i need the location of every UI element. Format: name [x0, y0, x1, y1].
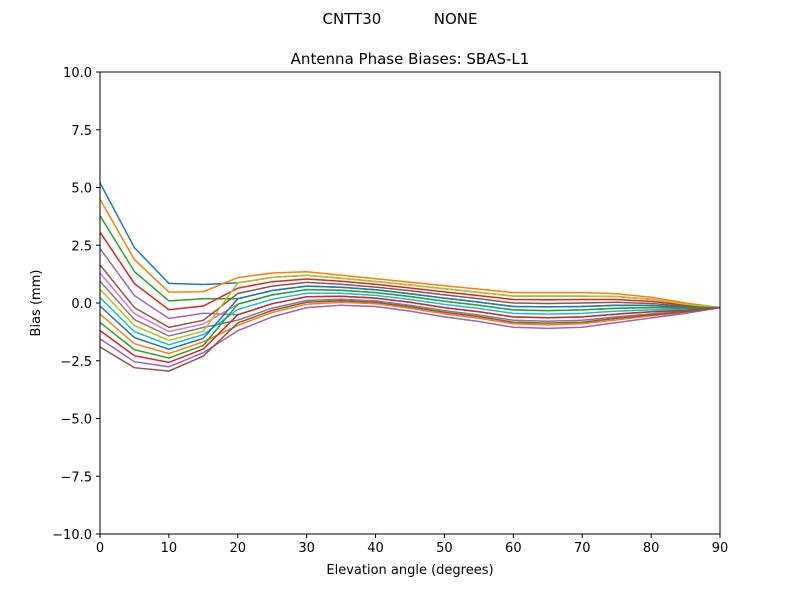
x-tick-label: 60 [505, 541, 522, 556]
x-tick-label: 40 [367, 541, 384, 556]
y-tick-label: −10.0 [52, 528, 92, 543]
series-line-13 [99, 288, 721, 359]
series-line-6 [99, 264, 721, 329]
x-tick-label: 80 [643, 541, 660, 556]
y-tick-label: −5.0 [60, 413, 92, 428]
series-line-11 [99, 285, 721, 350]
series-line-2 [99, 198, 721, 309]
y-tick-label: 5.0 [71, 182, 92, 197]
series-line-14 [99, 295, 721, 364]
y-ticks: −10.0 −7.5 −5.0 −2.5 0.0 2.5 5.0 7.5 10.0 [52, 66, 100, 543]
series-line-8 [99, 280, 721, 337]
y-axis-label: Bias (mm) [29, 270, 44, 337]
series-line-10 [99, 292, 721, 346]
series-line-1 [99, 182, 721, 309]
x-axis-label: Elevation angle (degrees) [326, 563, 493, 578]
series-lines [99, 182, 721, 372]
x-tick-label: 10 [161, 541, 178, 556]
y-tick-label: −2.5 [60, 355, 92, 370]
x-tick-label: 70 [574, 541, 591, 556]
figure-suptitle: CNTT30 NONE [322, 10, 477, 28]
series-line-15 [99, 304, 721, 368]
y-tick-label: −7.5 [60, 470, 92, 485]
x-tick-label: 50 [436, 541, 453, 556]
y-tick-label: 0.0 [71, 297, 92, 312]
series-line-16 [99, 299, 721, 372]
x-ticks: 0 10 20 30 40 50 60 70 80 90 [96, 534, 728, 556]
series-line-4 [99, 231, 721, 311]
x-tick-label: 0 [96, 541, 104, 556]
y-tick-label: 7.5 [71, 124, 92, 139]
y-tick-label: 2.5 [71, 239, 92, 254]
chart-title: Antenna Phase Biases: SBAS-L1 [291, 50, 530, 68]
x-tick-label: 30 [298, 541, 315, 556]
series-line-9 [99, 274, 721, 342]
x-tick-label: 90 [712, 541, 729, 556]
y-tick-label: 10.0 [63, 66, 92, 81]
x-tick-label: 20 [230, 541, 247, 556]
series-line-12 [99, 301, 721, 355]
